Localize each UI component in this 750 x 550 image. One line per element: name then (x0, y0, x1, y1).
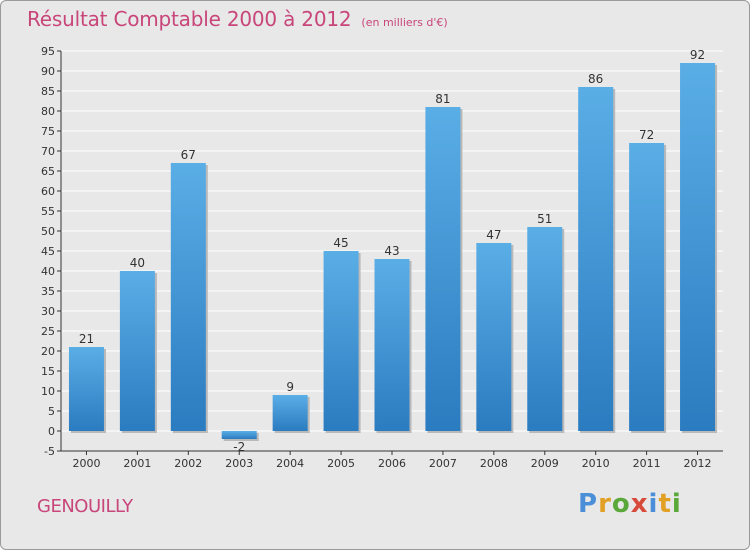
proxiti-logo: Proxiti (578, 489, 682, 519)
x-tick-label: 2001 (123, 457, 151, 470)
title-row: Résultat Comptable 2000 à 2012 (en millie… (27, 7, 448, 31)
logo-letter: i (671, 489, 682, 519)
y-tick-label: 45 (41, 245, 55, 258)
y-tick-label: 10 (41, 385, 55, 398)
value-label: -2 (233, 440, 245, 454)
x-tick-label: 2011 (633, 457, 661, 470)
value-label: 92 (690, 48, 705, 62)
logo-letter: r (598, 489, 612, 519)
bar-2000 (68, 347, 104, 431)
logo-letter: i (648, 489, 659, 519)
value-label: 9 (286, 380, 294, 394)
y-tick-label: -5 (44, 445, 55, 458)
bar-2001 (119, 271, 155, 431)
logo-letter: o (611, 489, 631, 519)
commune-name: GENOUILLY (37, 496, 133, 517)
y-tick-label: 75 (41, 125, 55, 138)
logo-letter: t (658, 489, 672, 519)
value-label: 67 (181, 148, 196, 162)
y-tick-label: 80 (41, 105, 55, 118)
y-tick-label: 30 (41, 305, 55, 318)
bar-2004 (272, 395, 308, 431)
value-label: 43 (384, 244, 399, 258)
unit-label: (en milliers d'€) (361, 16, 448, 29)
x-tick-label: 2008 (480, 457, 508, 470)
bar-2007 (425, 107, 461, 431)
y-tick-label: 85 (41, 85, 55, 98)
logo-letter: x (630, 489, 649, 519)
axis-layer: -505101520253035404550556065707580859095… (41, 45, 723, 470)
y-tick-label: 90 (41, 65, 55, 78)
bar-layer (68, 63, 718, 441)
value-label: 81 (435, 92, 450, 106)
bar-2006 (374, 259, 410, 431)
x-tick-label: 2004 (276, 457, 304, 470)
bar-2008 (476, 243, 512, 431)
y-tick-label: 35 (41, 285, 55, 298)
value-label: 86 (588, 72, 603, 86)
x-tick-label: 2002 (174, 457, 202, 470)
y-tick-label: 95 (41, 45, 55, 58)
bar-2010 (578, 87, 614, 431)
bar-2005 (323, 251, 359, 431)
x-tick-label: 2003 (225, 457, 253, 470)
y-tick-label: 65 (41, 165, 55, 178)
y-tick-label: 15 (41, 365, 55, 378)
x-tick-label: 2012 (684, 457, 712, 470)
bar-2002 (170, 163, 206, 431)
bar-2012 (680, 63, 716, 431)
value-label: 40 (130, 256, 145, 270)
value-label: 51 (537, 212, 552, 226)
label-layer: 21 40 67 -2 9 45 43 81 47 51 86 72 92 (79, 48, 705, 454)
y-tick-label: 40 (41, 265, 55, 278)
x-tick-label: 2007 (429, 457, 457, 470)
y-tick-label: 70 (41, 145, 55, 158)
value-label: 45 (333, 236, 348, 250)
y-tick-label: 0 (48, 425, 55, 438)
y-tick-label: 60 (41, 185, 55, 198)
y-tick-label: 55 (41, 205, 55, 218)
y-tick-label: 50 (41, 225, 55, 238)
value-label: 21 (79, 332, 94, 346)
bar-2009 (527, 227, 563, 431)
y-tick-label: 20 (41, 345, 55, 358)
x-tick-label: 2010 (582, 457, 610, 470)
chart-title: Résultat Comptable 2000 à 2012 (27, 7, 352, 31)
bar-2011 (629, 143, 665, 431)
bar-2003 (221, 431, 257, 439)
y-tick-label: 25 (41, 325, 55, 338)
x-tick-label: 2006 (378, 457, 406, 470)
value-label: 47 (486, 228, 501, 242)
x-tick-label: 2005 (327, 457, 355, 470)
logo-letter: P (578, 489, 599, 519)
y-tick-label: 5 (48, 405, 55, 418)
value-label: 72 (639, 128, 654, 142)
x-tick-label: 2000 (72, 457, 100, 470)
x-tick-label: 2009 (531, 457, 559, 470)
